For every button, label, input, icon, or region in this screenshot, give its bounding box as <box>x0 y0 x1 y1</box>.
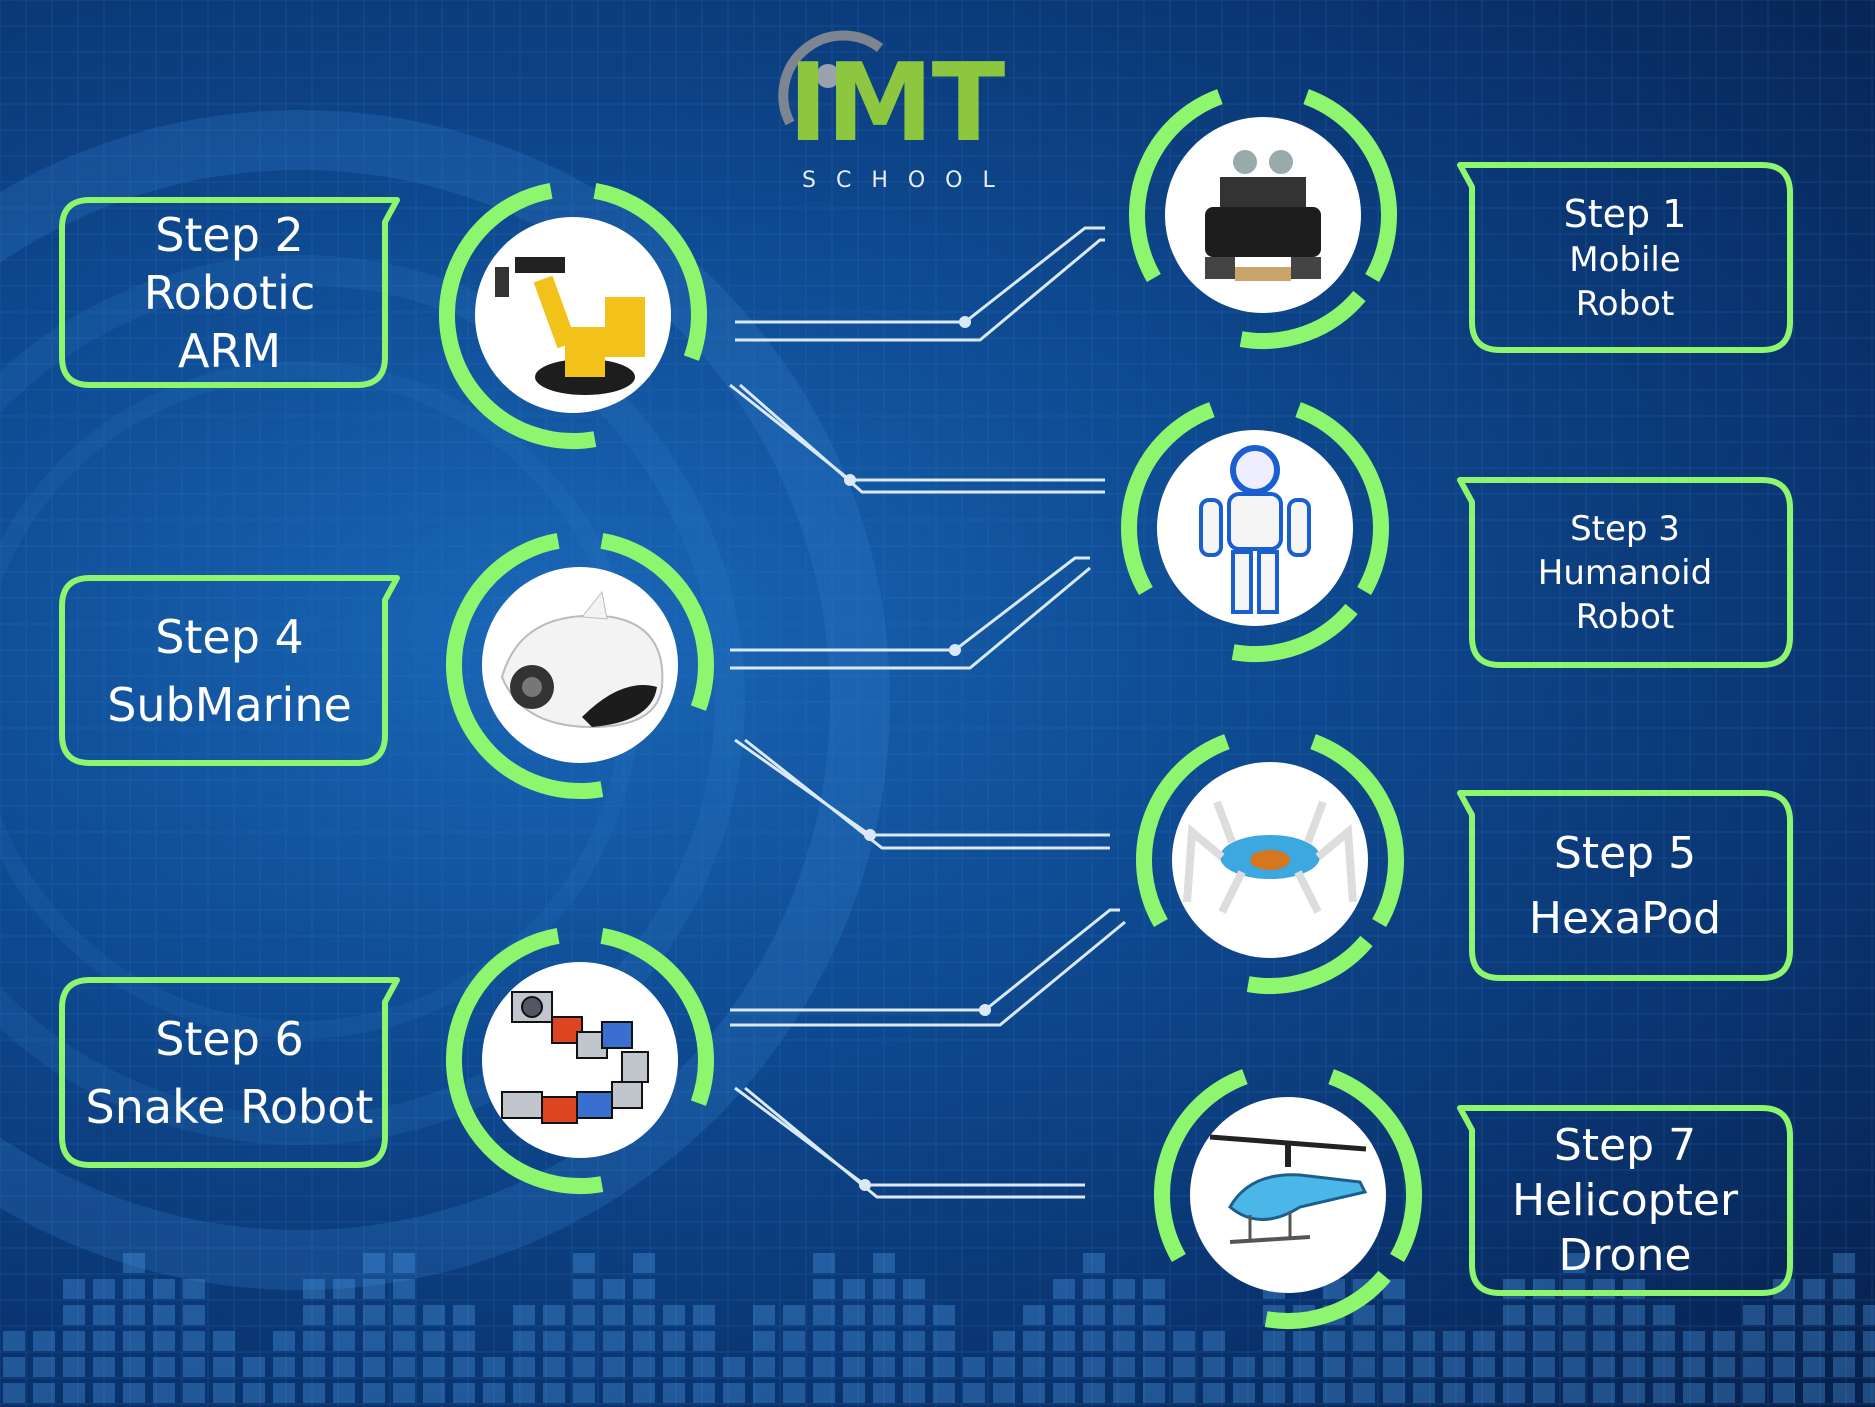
submarine-image <box>482 567 678 763</box>
step-number: Step 2 <box>155 207 304 262</box>
step-number: Step 5 <box>1553 827 1697 879</box>
step-name: Robot <box>1575 596 1675 637</box>
mobile-robot-image <box>1165 117 1361 313</box>
step-number: Step 3 <box>1570 508 1680 549</box>
ring-arc <box>1295 402 1389 595</box>
ring-arc <box>1154 1069 1248 1262</box>
connector-line <box>730 920 1126 1027</box>
ring-arc <box>448 928 560 1040</box>
ring-arc <box>1136 734 1230 927</box>
ring-arc <box>448 533 560 645</box>
ring-arc <box>1328 1069 1422 1262</box>
ring-arc <box>1264 1270 1391 1329</box>
connector-line <box>744 738 1110 850</box>
ring-arc <box>446 619 604 799</box>
ring-arc <box>1231 603 1358 662</box>
step-name: Robotic <box>143 265 316 320</box>
step-number: Step 1 <box>1563 191 1687 236</box>
step-label-4: Step 4 SubMarine <box>70 578 389 763</box>
connector-node <box>844 474 856 486</box>
step-name: Drone <box>1558 1230 1692 1281</box>
ring-arc <box>446 1014 604 1194</box>
step-label-7: Step 7 Helicopter Drone <box>1468 1108 1782 1293</box>
logo-subtitle: SCHOOL <box>802 168 1015 193</box>
step-label-5: Step 5 HexaPod <box>1468 793 1782 978</box>
ring-arc <box>1129 89 1223 282</box>
step-name: SubMarine <box>107 677 352 732</box>
step-name: Humanoid <box>1537 552 1713 593</box>
connector-line <box>735 226 1105 324</box>
step-label-6: Step 6 Snake Robot <box>70 980 389 1165</box>
step-name: HexaPod <box>1528 892 1722 944</box>
step-name: Mobile <box>1569 239 1681 280</box>
connector-node <box>979 1004 991 1016</box>
connector-node <box>864 829 876 841</box>
imt-school-logo: IMT SCHOOL <box>760 28 1080 198</box>
connector-line <box>730 908 1120 1012</box>
ring-arc <box>600 928 714 1106</box>
connector-node <box>949 644 961 656</box>
connector-line <box>730 566 1091 670</box>
connector-line <box>739 383 1105 494</box>
step-label-3: Step 3 Humanoid Robot <box>1468 480 1782 665</box>
step-number: Step 6 <box>155 1011 304 1066</box>
ring-arc <box>439 269 597 449</box>
step-number: Step 7 <box>1553 1120 1697 1171</box>
hexapod-image <box>1172 762 1368 958</box>
ring-arc <box>1310 734 1404 927</box>
humanoid-robot-image <box>1157 430 1353 626</box>
step-name: ARM <box>177 323 282 378</box>
helicopter-drone-image <box>1190 1097 1386 1293</box>
ring-arc <box>1303 89 1397 282</box>
logo-wordmark: IMT <box>788 41 1005 166</box>
logo-swoosh-icon <box>778 30 884 126</box>
step-label-1: Step 1 Mobile Robot <box>1468 165 1782 350</box>
ring-arc <box>1246 935 1373 994</box>
snake-robot-image <box>482 962 678 1158</box>
robotic-arm-image <box>475 217 671 413</box>
ring-arc <box>441 183 553 295</box>
connector-line <box>730 556 1090 652</box>
step-name: Snake Robot <box>85 1079 374 1134</box>
step-name: Robot <box>1575 283 1675 324</box>
connector-node <box>859 1179 871 1191</box>
step-number: Step 4 <box>155 609 304 664</box>
ring-arc <box>1121 402 1215 595</box>
ring-arc <box>1239 290 1366 349</box>
connector-line <box>735 238 1105 342</box>
connector-line <box>744 1086 1085 1199</box>
step-label-2: Step 2 Robotic ARM <box>70 200 389 385</box>
connector-node <box>959 316 971 328</box>
ring-arc <box>593 183 707 361</box>
ring-arc <box>600 533 714 711</box>
step-name: Helicopter <box>1511 1175 1739 1226</box>
